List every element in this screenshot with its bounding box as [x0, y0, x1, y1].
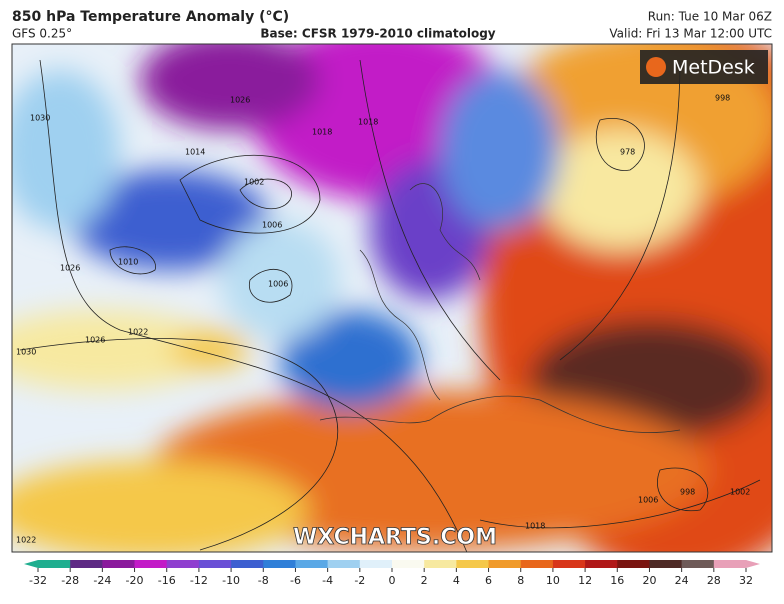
colorbar-segment: [585, 560, 618, 568]
isobar-label: 1006: [638, 496, 658, 505]
isobar-label: 1002: [244, 178, 264, 187]
isobar-label: 1006: [268, 280, 288, 289]
colorbar-segment: [327, 560, 361, 568]
colorbar-tick-label: 24: [675, 574, 689, 587]
isobar-label: 1014: [185, 148, 205, 157]
colorbar-tick-label: -2: [354, 574, 365, 587]
colorbar-end: [24, 560, 38, 568]
colorbar-segment: [488, 560, 522, 568]
colorbar-segment: [520, 560, 554, 568]
isobar-label: 1006: [262, 221, 282, 230]
colorbar-tick-label: -32: [29, 574, 47, 587]
colorbar-tick-label: -24: [93, 574, 111, 587]
colorbar-segment: [295, 560, 329, 568]
isobar-label: 1022: [128, 328, 148, 337]
colorbar-segment: [713, 560, 747, 568]
colorbar-segment: [456, 560, 490, 568]
colorbar-tick-label: -16: [158, 574, 176, 587]
colorbar-tick-label: 6: [485, 574, 492, 587]
map-frame: [11, 43, 773, 553]
watermark: WXCHARTS.COM: [293, 525, 497, 550]
isobar-label: 1010: [118, 258, 138, 267]
isobar-label: 1030: [16, 348, 36, 357]
colorbar-tick-label: 28: [707, 574, 721, 587]
logo: MetDesk: [672, 57, 755, 79]
colorbar-end: [746, 560, 760, 568]
valid: Valid: Fri 13 Mar 12:00 UTC: [609, 27, 772, 41]
isobar-label: 1026: [60, 264, 80, 273]
colorbar-segment: [552, 560, 586, 568]
colorbar-segment: [359, 560, 393, 568]
isobar-label: 1018: [525, 522, 545, 531]
colorbar-segment: [38, 560, 71, 568]
isobar-label: 1002: [730, 488, 750, 497]
colorbar-segment: [649, 560, 683, 568]
colorbar-tick-label: 2: [421, 574, 428, 587]
colorbar-segment: [424, 560, 457, 568]
run: Run: Tue 10 Mar 06Z: [648, 10, 772, 24]
colorbar-tick-label: 12: [578, 574, 592, 587]
colorbar-tick-label: -28: [61, 574, 79, 587]
colorbar-tick-label: 20: [642, 574, 656, 587]
colorbar-tick-label: 16: [610, 574, 624, 587]
colorbar-tick-label: -8: [258, 574, 269, 587]
colorbar-tick-label: -6: [290, 574, 301, 587]
colorbar-tick-label: 32: [739, 574, 753, 587]
colorbar: -32 -28 -24 -20 -16 -12 -10 -8 -6 -4 -2 0 2 4 6 8 10 12 16…: [24, 560, 760, 587]
colorbar-segment: [102, 560, 136, 568]
map: MetDesk WXCHARTS.COM 1030 1026 1022 1030…: [12, 44, 772, 552]
colorbar-tick-label: -20: [126, 574, 144, 587]
base: Base: CFSR 1979-2010 climatology: [260, 27, 495, 41]
colorbar-tick-label: -12: [190, 574, 208, 587]
colorbar-tick-label: 4: [453, 574, 460, 587]
colorbar-tick-label: -4: [322, 574, 333, 587]
isobar-label: 998: [715, 94, 730, 103]
isobar-label: 1030: [30, 114, 50, 123]
colorbar-segment: [263, 560, 296, 568]
colorbar-tick-label: -10: [222, 574, 240, 587]
isobar-label: 978: [620, 148, 635, 157]
model: GFS 0.25°: [12, 27, 72, 41]
isobar-label: 1018: [358, 118, 378, 127]
colorbar-tick-label: 0: [389, 574, 396, 587]
colorbar-segment: [70, 560, 103, 568]
colorbar-segment: [681, 560, 715, 568]
colorbar-segment: [166, 560, 200, 568]
isobar-label: 1026: [85, 336, 105, 345]
colorbar-segment: [617, 560, 650, 568]
isobar-label: 1018: [312, 128, 332, 137]
isobar-label: 1022: [16, 536, 36, 545]
isobar-label: 1026: [230, 96, 250, 105]
isobar-label: 998: [680, 488, 695, 497]
colorbar-tick-label: 8: [517, 574, 524, 587]
colorbar-segment: [134, 560, 168, 568]
colorbar-segment: [231, 560, 264, 568]
colorbar-segment: [198, 560, 232, 568]
colorbar-tick-label: 10: [546, 574, 560, 587]
colorbar-segment: [392, 560, 425, 568]
title: 850 hPa Temperature Anomaly (°C): [12, 9, 289, 25]
